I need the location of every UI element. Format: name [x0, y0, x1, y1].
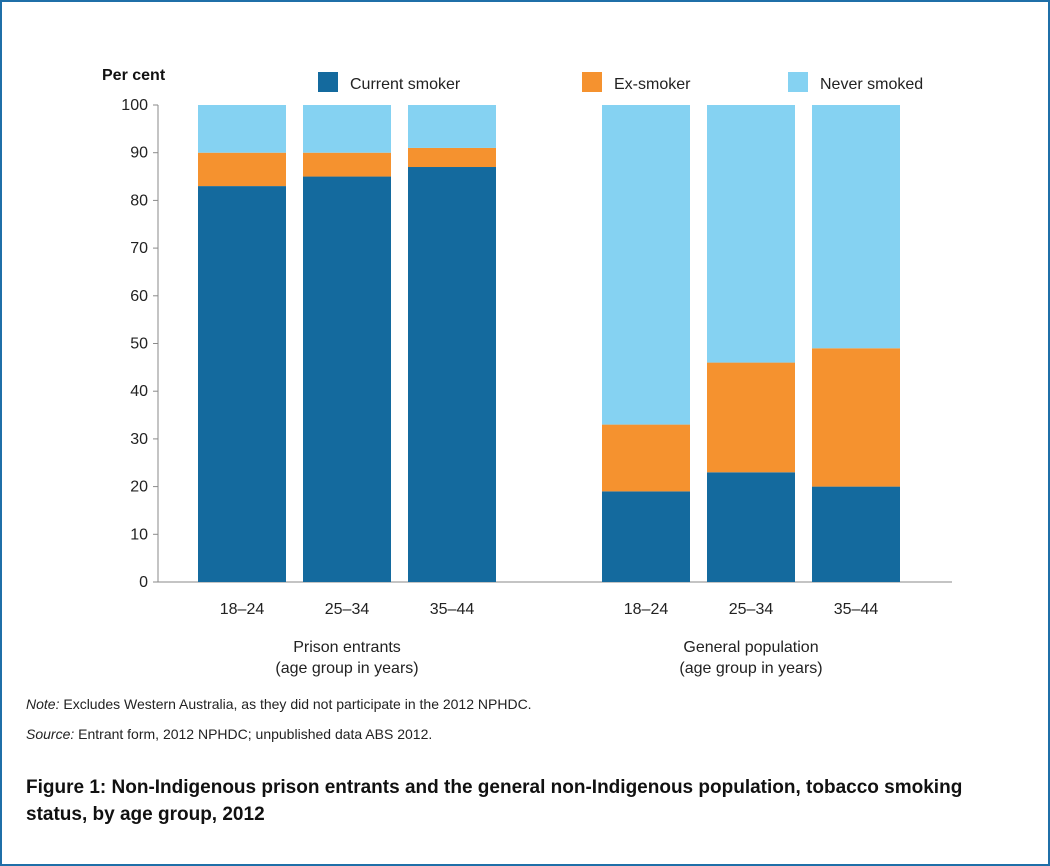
y-tick-label: 30	[130, 431, 148, 448]
figure-source: Source: Entrant form, 2012 NPHDC; unpubl…	[26, 726, 432, 742]
bar-segment	[408, 147, 496, 168]
legend-label: Never smoked	[820, 76, 923, 93]
bar-segment	[198, 105, 286, 153]
y-tick-label: 0	[139, 574, 148, 591]
y-tick-label: 60	[130, 288, 148, 305]
bar-segment	[602, 105, 690, 425]
bar-segment	[707, 105, 795, 363]
bar-segment	[602, 424, 690, 492]
note-label: Note:	[26, 696, 60, 712]
bar-segment	[707, 362, 795, 473]
bar-segment	[408, 167, 496, 582]
y-tick-label: 10	[130, 526, 148, 543]
y-tick-label: 100	[121, 97, 148, 114]
bar-segment	[303, 152, 391, 177]
stacked-bar-chart: 0 10 20 30 40 50 60 70 80 90 100 Per cent 18–24 25–34…	[102, 67, 952, 677]
bar-segment	[303, 105, 391, 153]
bar-segment	[707, 472, 795, 582]
x-tick-label: 35–44	[430, 601, 475, 618]
legend-swatch	[788, 72, 808, 92]
figure-title: Figure 1: Non-Indigenous prison entrants…	[26, 777, 963, 825]
bar-segment	[198, 186, 286, 582]
bar-segment	[303, 176, 391, 583]
x-tick-label: 18–24	[220, 601, 265, 618]
bar-segment	[602, 491, 690, 582]
bar-segment	[408, 105, 496, 148]
y-tick-label: 20	[130, 479, 148, 496]
source-text: Entrant form, 2012 NPHDC; unpublished da…	[78, 726, 433, 742]
x-tick-label: 35–44	[834, 601, 879, 618]
y-tick-label: 50	[130, 336, 148, 353]
figure-note: Note: Excludes Western Australia, as the…	[26, 696, 532, 712]
group-label: (age group in years)	[679, 660, 822, 677]
bar-segment	[812, 486, 900, 582]
group-label: General population	[683, 639, 818, 656]
bar-segment	[198, 152, 286, 187]
y-axis-title: Per cent	[102, 67, 166, 84]
group-label: (age group in years)	[275, 660, 418, 677]
y-tick-label: 90	[130, 145, 148, 162]
legend-label: Ex-smoker	[614, 76, 691, 93]
legend-label: Current smoker	[350, 76, 461, 93]
y-tick-label: 70	[130, 240, 148, 257]
x-tick-label: 25–34	[729, 601, 774, 618]
y-tick-label: 40	[130, 383, 148, 400]
note-text: Excludes Western Australia, as they did …	[63, 696, 532, 712]
bar-segment	[812, 348, 900, 487]
source-label: Source:	[26, 726, 75, 742]
x-tick-label: 25–34	[325, 601, 370, 618]
bar-segment	[812, 105, 900, 349]
legend-swatch	[582, 72, 602, 92]
legend-swatch	[318, 72, 338, 92]
x-tick-label: 18–24	[624, 601, 669, 618]
y-tick-label: 80	[130, 192, 148, 209]
group-label: Prison entrants	[293, 639, 401, 656]
